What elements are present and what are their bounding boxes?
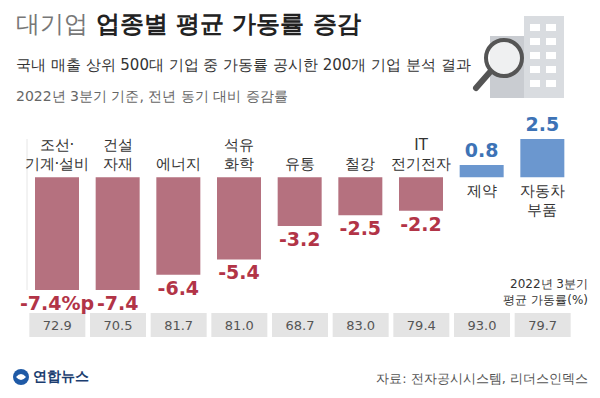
svg-text:-7.4: -7.4 [97, 292, 139, 314]
svg-text:81.0: 81.0 [225, 318, 254, 333]
html-text:자료: 전자공시시스템, 리더스인덱스: 자료: 전자공시시스템, 리더스인덱스 [376, 371, 588, 386]
html-text:평균 가동률(%): 평균 가동률(%) [503, 293, 588, 307]
html-text:연합뉴스: 연합뉴스 [33, 368, 89, 384]
svg-text:2.5: 2.5 [525, 113, 559, 135]
svg-text:72.9: 72.9 [43, 318, 72, 333]
html-text:2022년 3분기: 2022년 3분기 [510, 277, 588, 291]
svg-text:-5.4: -5.4 [218, 261, 260, 283]
svg-text:자동차부품: 자동차부품 [520, 182, 565, 219]
svg-text:79.4: 79.4 [407, 318, 436, 333]
html-text:대기업 업종별 평균 가동률 증감: 대기업 업종별 평균 가동률 증감 [16, 10, 361, 38]
svg-text:유통: 유통 [285, 155, 315, 173]
svg-text:68.7: 68.7 [286, 318, 315, 333]
html-text:2022년 3분기 기준, 전년 동기 대비 증감률: 2022년 3분기 기준, 전년 동기 대비 증감률 [16, 88, 288, 104]
svg-text:93.0: 93.0 [468, 318, 497, 333]
svg-text:83.0: 83.0 [346, 318, 375, 333]
svg-text:제약: 제약 [467, 182, 497, 200]
svg-text:-3.2: -3.2 [279, 228, 321, 250]
svg-text:에너지: 에너지 [156, 155, 201, 173]
svg-text:IT전기전자: IT전기전자 [391, 136, 451, 173]
svg-text:-2.2: -2.2 [400, 213, 442, 235]
svg-text:79.7: 79.7 [528, 318, 557, 333]
svg-text:70.5: 70.5 [104, 318, 133, 333]
html-text:국내 매출 상위 500대 기업 중 가동률 공시한 200: 국내 매출 상위 500대 기업 중 가동률 공시한 200개 기업 분석 결과 [16, 56, 471, 74]
svg-text:-2.5: -2.5 [340, 217, 382, 239]
svg-text:석유화학: 석유화학 [224, 136, 254, 173]
svg-text:건설자재: 건설자재 [103, 136, 133, 173]
svg-text:81.7: 81.7 [164, 318, 193, 333]
svg-text:조선·기계·설비: 조선·기계·설비 [25, 136, 90, 173]
svg-text:-6.4: -6.4 [158, 277, 200, 299]
svg-text:철강: 철강 [345, 155, 375, 173]
svg-text:-7.4%p: -7.4%p [20, 292, 94, 314]
svg-text:0.8: 0.8 [465, 139, 499, 161]
